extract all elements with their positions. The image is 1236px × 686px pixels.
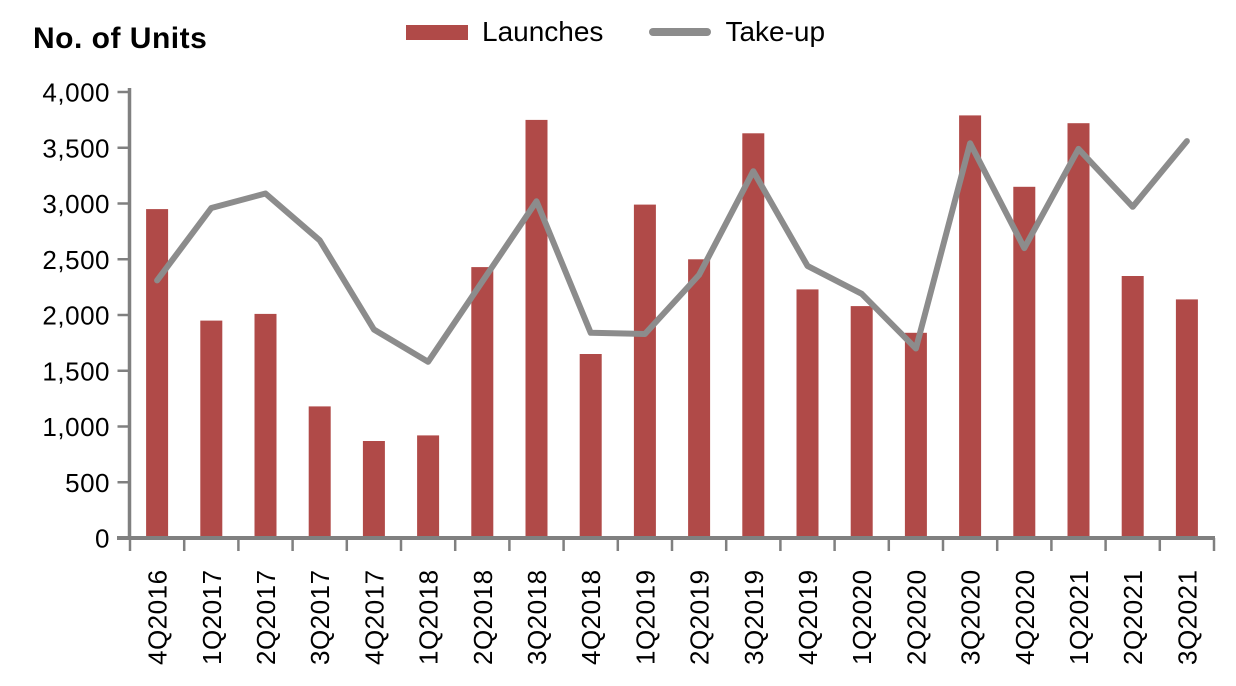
bar-1Q2021 xyxy=(1067,123,1090,537)
bar-4Q2018 xyxy=(579,354,602,537)
y-tick-label: 3,000 xyxy=(42,189,110,219)
x-tick-label-1Q2020: 1Q2020 xyxy=(847,569,877,665)
x-tick-label-2Q2017: 2Q2017 xyxy=(251,569,281,665)
x-tick-label-2Q2019: 2Q2019 xyxy=(685,569,715,665)
bar-2Q2017 xyxy=(254,313,277,537)
x-tick-label-3Q2020: 3Q2020 xyxy=(956,569,986,665)
y-tick-label: 1,500 xyxy=(42,356,110,386)
x-tick-label-2Q2018: 2Q2018 xyxy=(468,569,498,665)
x-tick-label-4Q2017: 4Q2017 xyxy=(359,569,389,665)
y-tick-label: 1,000 xyxy=(42,412,110,442)
y-tick-label: 2,000 xyxy=(42,301,110,331)
legend-label-takeup: Take-up xyxy=(725,16,826,47)
x-tick-label-3Q2018: 3Q2018 xyxy=(522,569,552,665)
x-tick-label-3Q2019: 3Q2019 xyxy=(739,569,769,665)
y-tick-label: 4,000 xyxy=(42,78,110,108)
legend-item-launches: Launches xyxy=(406,16,603,48)
bar-3Q2019 xyxy=(742,133,765,537)
bar-3Q2020 xyxy=(959,115,982,537)
bar-2Q2020 xyxy=(904,332,927,537)
bar-2Q2018 xyxy=(471,267,494,537)
y-tick-label: 3,500 xyxy=(42,133,110,163)
bar-2Q2019 xyxy=(688,259,711,537)
bar-4Q2020 xyxy=(1013,186,1036,537)
y-tick-label: 2,500 xyxy=(42,245,110,275)
takeup-line-swatch-icon xyxy=(649,28,712,36)
bar-1Q2020 xyxy=(850,306,873,537)
chart-title: No. of Units xyxy=(33,22,208,55)
x-tick-label-4Q2018: 4Q2018 xyxy=(576,569,606,665)
takeup-line xyxy=(154,138,1190,365)
bar-3Q2017 xyxy=(308,406,331,537)
bar-3Q2018 xyxy=(525,119,548,537)
bar-3Q2021 xyxy=(1175,299,1198,537)
bar-2Q2021 xyxy=(1121,276,1144,537)
legend: Launches Take-up xyxy=(406,16,825,48)
x-tick-label-1Q2018: 1Q2018 xyxy=(414,569,444,665)
x-tick-label-1Q2021: 1Q2021 xyxy=(1064,569,1094,665)
x-tick-label-1Q2017: 1Q2017 xyxy=(197,569,227,665)
x-tick-label-1Q2019: 1Q2019 xyxy=(630,569,660,665)
x-tick-label-2Q2021: 2Q2021 xyxy=(1118,569,1148,665)
launches-bar-swatch-icon xyxy=(406,24,468,40)
y-tick-label: 0 xyxy=(95,524,110,554)
bar-1Q2017 xyxy=(200,320,223,537)
y-tick-label: 500 xyxy=(65,468,110,498)
x-tick-label-4Q2019: 4Q2019 xyxy=(793,569,823,665)
x-tick-label-3Q2021: 3Q2021 xyxy=(1172,569,1202,665)
bar-1Q2018 xyxy=(417,435,440,537)
legend-item-takeup: Take-up xyxy=(649,16,825,48)
bar-4Q2019 xyxy=(796,289,819,537)
x-tick-label-4Q2020: 4Q2020 xyxy=(1010,569,1040,665)
bar-4Q2016 xyxy=(146,209,169,537)
bar-4Q2017 xyxy=(362,441,385,537)
legend-label-launches: Launches xyxy=(482,16,604,47)
x-tick-label-2Q2020: 2Q2020 xyxy=(901,569,931,665)
bar-1Q2019 xyxy=(633,204,656,537)
x-tick-label-4Q2016: 4Q2016 xyxy=(143,569,173,665)
x-tick-label-3Q2017: 3Q2017 xyxy=(305,569,335,665)
